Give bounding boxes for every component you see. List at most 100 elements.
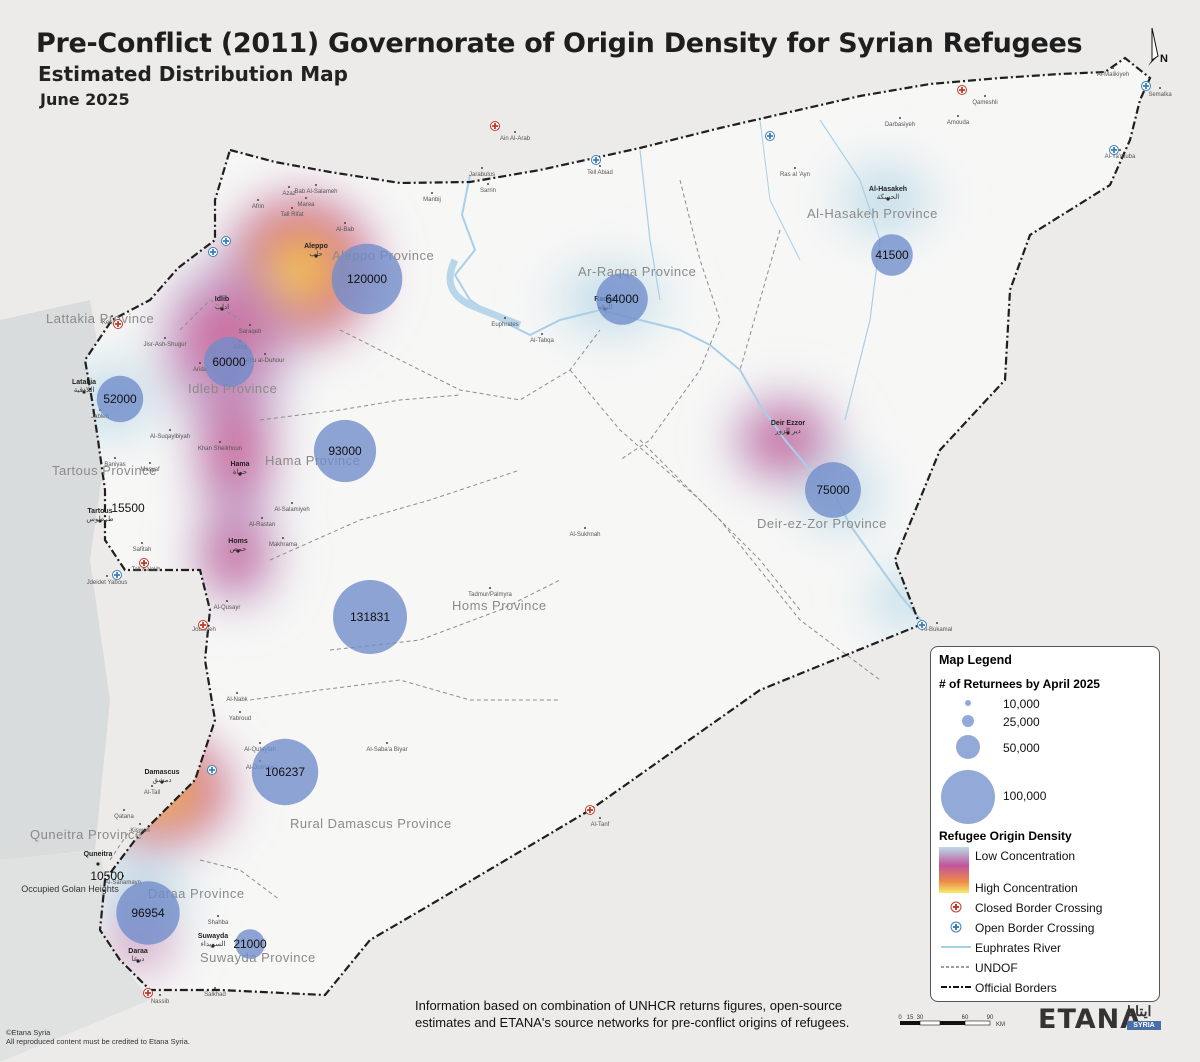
legend-size-100000: 100,000 <box>1003 789 1047 803</box>
open-crossing-symbol <box>950 921 962 933</box>
place-dot <box>504 317 506 319</box>
north-label: N <box>1160 53 1168 65</box>
city-dot <box>82 390 86 394</box>
closed-crossing-icon <box>143 988 153 998</box>
place-name: Euphrates <box>491 322 518 328</box>
legend-symbols <box>941 901 971 988</box>
city-name: Suwayda <box>198 933 228 940</box>
open-crossing-icon <box>207 765 217 775</box>
returnee-bubble <box>116 881 180 945</box>
place-dot <box>219 441 221 443</box>
returnee-bubble <box>235 929 265 959</box>
scale-label: 30 <box>917 1015 924 1021</box>
province-label: Tartous Province <box>52 463 157 478</box>
place-name: Al-Tanf <box>591 822 610 828</box>
city-name: Hama <box>230 461 249 468</box>
province-label: Al-Hasakeh Province <box>807 206 938 221</box>
place-name: Ain Al-Arab <box>500 136 531 142</box>
open-crossing-icon <box>917 620 927 630</box>
returnee-bubble <box>333 580 407 654</box>
city-dot <box>96 862 100 866</box>
returnee-count: 96954 <box>131 906 165 920</box>
legend-size-title: # of Returnees by April 2025 <box>939 677 1100 691</box>
city-name-arabic: السويداء <box>201 940 226 948</box>
credit-line-1: ©Etana Syria <box>6 1028 51 1037</box>
place-name: Qameshli <box>972 100 997 106</box>
legend-low: Low Concentration <box>975 849 1076 863</box>
place-dot <box>259 742 261 744</box>
city-name: Latakia <box>72 379 96 386</box>
place-dot <box>957 115 959 117</box>
place-dot <box>111 315 113 317</box>
place-name: Jarabulus <box>469 172 495 178</box>
place-dot <box>217 915 219 917</box>
legend-open-crossing: Open Border Crossing <box>975 921 1095 935</box>
place-name: Al-Tall <box>144 790 160 796</box>
city-name-arabic: حمص <box>230 546 247 553</box>
brand-logo-arabic: ايتانا <box>1127 1003 1152 1019</box>
city-name: Quneitra <box>84 851 113 858</box>
scale-bar: 0 15 30 60 90 KM <box>896 1011 1016 1036</box>
place-name: Azaz <box>282 191 295 197</box>
place-name: Tadmur/Palmyra <box>468 592 512 598</box>
legend-closed-crossing: Closed Border Crossing <box>975 901 1103 915</box>
city-dot <box>786 431 790 435</box>
place-name: Tell Abiad <box>587 170 613 176</box>
place-name: Jisr-Ash-Shugur <box>143 342 186 348</box>
place-dot <box>261 517 263 519</box>
place-dot <box>159 994 161 996</box>
city-dot <box>220 307 224 311</box>
city-dot <box>238 472 242 476</box>
brand-logo: ETANA <box>1038 1004 1143 1035</box>
place-name: Yabroud <box>229 716 251 722</box>
open-crossing-icon <box>208 247 218 257</box>
place-dot <box>169 429 171 431</box>
place-name: Al-Salamiyeh <box>274 507 309 513</box>
place-dot <box>288 186 290 188</box>
place-name: Al-Qutayfah <box>244 747 276 753</box>
legend-density-ramp <box>939 847 969 893</box>
place-dot <box>481 167 483 169</box>
place-dot <box>139 823 141 825</box>
province-label: Suwayda Province <box>200 950 316 965</box>
legend-title: Map Legend <box>939 653 1012 667</box>
place-name: Al-Malikiyeh <box>1097 72 1129 78</box>
credit-line-2: All reproduced content must be credited … <box>6 1037 190 1046</box>
place-name: Jableh <box>91 414 109 420</box>
open-crossing-icon <box>765 131 775 141</box>
returnee-count: 64000 <box>605 292 639 306</box>
city-name-arabic: حلب <box>309 250 323 258</box>
returnee-count: 60000 <box>212 355 246 369</box>
returnee-count: 120000 <box>347 272 387 286</box>
returnee-bubbles: 120000 60000 52000 93000 15500 131831 64000 415… <box>90 234 913 959</box>
city-name: Tartous <box>87 508 112 515</box>
legend-size-bubble-large <box>941 770 995 824</box>
place-name: Tall Kalakh <box>131 567 160 573</box>
scale-label: 60 <box>962 1015 969 1021</box>
place-name: Baniyas <box>104 462 125 468</box>
place-dot <box>1112 67 1114 69</box>
scale-label: 0 <box>898 1015 902 1021</box>
place-dot <box>899 117 901 119</box>
legend-size-10000: 10,000 <box>1003 697 1040 711</box>
place-dot <box>151 785 153 787</box>
place-name: Marea <box>297 202 315 208</box>
place-name: Safitah <box>133 547 152 553</box>
border-crossings <box>112 81 1151 998</box>
place-name: Abu al-Duhour <box>246 358 285 364</box>
place-name: Al-Sukhnah <box>569 532 600 538</box>
scale-label: 90 <box>987 1015 994 1021</box>
city-dot <box>314 254 318 258</box>
open-crossing-icon <box>1109 145 1119 155</box>
place-dot <box>305 197 307 199</box>
returnee-count: 106237 <box>265 765 305 779</box>
returnee-count: 52000 <box>103 392 137 406</box>
returnee-bubble <box>96 375 144 423</box>
place-dot <box>386 742 388 744</box>
place-dot <box>1119 149 1121 151</box>
returnee-bubble <box>251 738 319 806</box>
place-name: Saraqeb <box>239 329 262 335</box>
returnee-count: 41500 <box>875 248 909 262</box>
